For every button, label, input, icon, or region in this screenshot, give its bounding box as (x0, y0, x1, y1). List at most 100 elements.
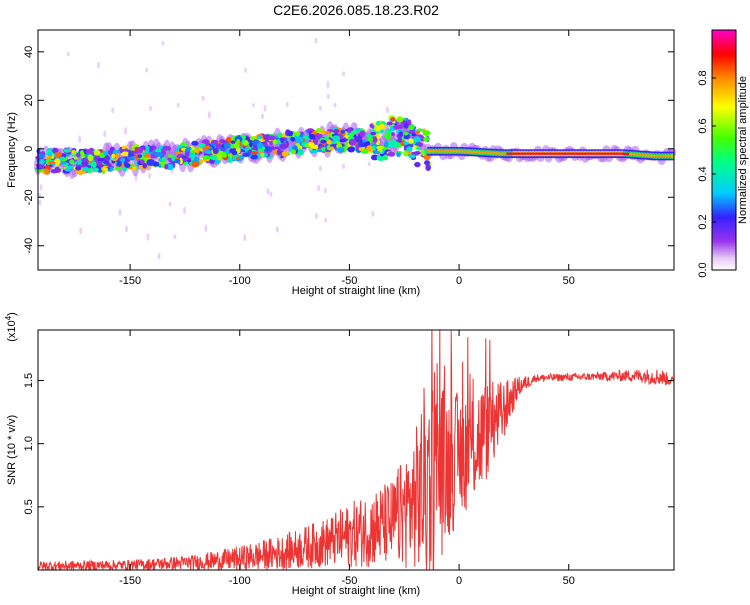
spectrogram-cell (118, 208, 122, 216)
spectrogram-cell (114, 166, 122, 171)
spectrogram-cell (198, 158, 204, 164)
spectrogram-cell (214, 159, 221, 164)
spectrogram-cell (137, 154, 143, 158)
spectrogram-cell (340, 129, 346, 134)
spectrogram-ylabel: Frequency (Hz) (6, 112, 18, 188)
spectrogram-cell (264, 145, 272, 152)
spectrogram-ytick-label: -40 (23, 238, 35, 254)
spectrogram-cell (356, 127, 362, 132)
spectrogram-cell (263, 104, 267, 112)
spectrogram-cell (391, 131, 396, 137)
spectrogram-cell (174, 159, 181, 164)
spectrogram-cell (230, 140, 236, 144)
spectrogram-cell (298, 149, 304, 153)
spectrogram-cell (423, 136, 430, 142)
spectrogram-cell (47, 161, 56, 165)
spectrogram-cell (43, 168, 50, 175)
spectrogram-cell (370, 131, 377, 136)
spectrogram-cell (154, 152, 163, 157)
spectrogram-cell (182, 158, 187, 163)
spectrogram-cell (139, 159, 145, 165)
snr-ytick-label: 1.5 (23, 373, 35, 388)
snr-ticks: -150 -100 -50 0 50 0.5 1.0 1.5 (23, 330, 674, 587)
spectrogram-cell (232, 155, 237, 161)
spectrogram-cell (87, 154, 94, 162)
spectrogram-cell (115, 153, 120, 159)
spectrogram-cell (186, 158, 192, 163)
colorbar-frame (711, 29, 737, 271)
spectrogram-cell (54, 151, 62, 158)
colorbar-tick-label: 0.2 (697, 214, 709, 229)
spectrogram-cell (198, 142, 206, 148)
spectrogram-cell (414, 130, 421, 135)
snr-xtick-label: -100 (229, 575, 251, 587)
spectrogram-cell (73, 156, 78, 160)
spectrogram-xtick-label: 0 (456, 275, 462, 287)
spectrogram-cell (71, 149, 76, 155)
spectrogram-cell (124, 225, 128, 233)
spectrogram-cell (315, 133, 321, 139)
spectrogram-heatmap (34, 37, 677, 260)
spectrogram-cell (376, 134, 381, 140)
spectrogram-cell (97, 61, 101, 69)
spectrogram-cell (187, 152, 196, 159)
spectrogram-cell (211, 140, 219, 144)
spectrogram-cell (201, 95, 205, 102)
spectrogram-cell (36, 164, 45, 169)
spectrogram-cell (244, 67, 248, 73)
spectrogram-cell (348, 139, 357, 146)
spectrogram-cell (47, 151, 53, 157)
spectrogram-cell (326, 139, 332, 145)
spectrogram-cell (142, 146, 147, 151)
spectrogram-cell (124, 163, 131, 168)
spectrogram-cell (194, 149, 199, 153)
spectrogram-cell (79, 227, 83, 235)
spectrogram-cell (320, 139, 327, 144)
spectrogram-cell (39, 184, 43, 191)
spectrogram-cell (384, 140, 389, 148)
spectrogram-cell (98, 164, 105, 168)
spectrogram-cell (374, 150, 381, 155)
spectrogram-cell (226, 158, 234, 163)
snr-ylabel: SNR (10 * v/v) (6, 415, 18, 485)
snr-xtick-label: -150 (119, 575, 141, 587)
spectrogram-cell (81, 161, 89, 166)
spectrogram-cell (336, 147, 345, 153)
spectrogram-cell (212, 147, 219, 155)
spectrogram-cell (124, 126, 128, 135)
snr-multiplier: (x104) (4, 312, 19, 342)
spectrogram-cell (161, 156, 166, 163)
spectrogram-cell (403, 131, 409, 136)
spectrogram-cell (78, 135, 82, 144)
spectrogram-cell (318, 105, 322, 111)
spectrogram-cell (272, 139, 278, 145)
spectrogram-cell (146, 159, 155, 166)
spectrogram-cell (52, 147, 59, 154)
spectrogram-cell (295, 142, 301, 147)
spectrogram-cell (371, 210, 375, 217)
spectrogram-cell (76, 152, 81, 158)
spectrogram-cell (223, 142, 231, 149)
spectrogram-cell (161, 40, 165, 46)
spectrogram-cell (269, 191, 273, 198)
spectrogram-cell (366, 141, 371, 145)
spectrogram-cell (231, 150, 238, 156)
spectrogram-cell (236, 138, 241, 145)
spectrogram-xtick-label: -100 (229, 275, 251, 287)
colorbar-tick-label: 0.6 (697, 118, 709, 133)
spectrogram-cell (205, 140, 210, 146)
spectrogram-cell (279, 143, 288, 150)
spectrogram-cell (183, 206, 187, 214)
spectrogram-cell (292, 145, 298, 151)
spectrogram-cell (403, 141, 409, 145)
spectrogram-cell (425, 164, 431, 172)
spectrogram-cell (251, 103, 255, 108)
spectrogram-cell (275, 226, 279, 233)
spectrogram-cell (249, 142, 253, 148)
spectrogram-cell (354, 136, 361, 143)
spectrogram-cell (93, 156, 99, 161)
spectrogram-cell (423, 154, 431, 161)
spectrogram-cell (304, 143, 310, 148)
spectrogram-cell (173, 234, 177, 240)
